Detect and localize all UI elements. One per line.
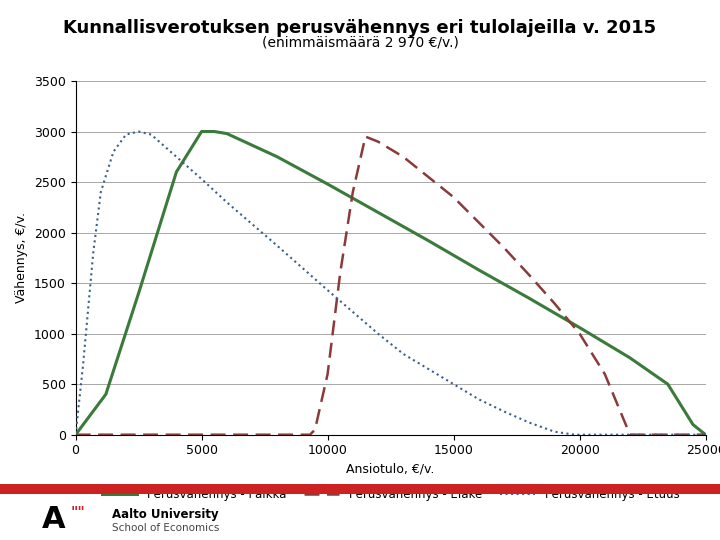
Text: Kunnallisverotuksen perusvähennys eri tulolajeilla v. 2015: Kunnallisverotuksen perusvähennys eri tu… [63, 19, 657, 37]
Y-axis label: Vähennys, €/v.: Vähennys, €/v. [15, 212, 29, 303]
Legend: Perusvähennys - Palkka, Perusvähennys - Eläke, Perusvähennys - Etuus: Perusvähennys - Palkka, Perusvähennys - … [97, 483, 684, 505]
Text: Aalto University: Aalto University [112, 508, 218, 521]
Text: (enimmäismäärä 2 970 €/v.): (enimmäismäärä 2 970 €/v.) [261, 35, 459, 49]
Text: A: A [42, 505, 66, 534]
Text: "": "" [71, 505, 85, 519]
Text: School of Economics: School of Economics [112, 523, 219, 533]
X-axis label: Ansiotulo, €/v.: Ansiotulo, €/v. [346, 463, 435, 476]
